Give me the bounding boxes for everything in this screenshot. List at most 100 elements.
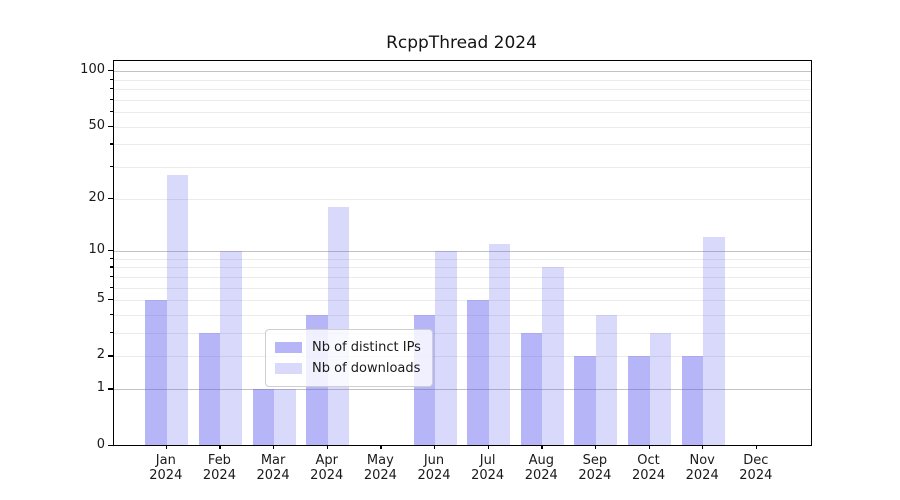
legend-label-downloads: Nb of downloads <box>312 361 421 376</box>
x-tick-year: 2024 <box>685 467 719 483</box>
bar-sep-distinct-ips <box>574 356 596 445</box>
x-tick-year: 2024 <box>149 467 183 483</box>
y-minortick-mark-20 <box>110 197 113 199</box>
y-tick-label-10: 10 <box>88 241 105 257</box>
y-minortick-mark-70 <box>110 98 113 100</box>
legend-item-distinct-ips: Nb of distinct IPs <box>275 337 421 358</box>
gridline-minor-5 <box>114 300 811 302</box>
x-tick-year: 2024 <box>739 467 773 483</box>
bar-oct-distinct-ips <box>628 356 650 445</box>
x-tick-mark-jul <box>487 445 489 449</box>
bar-nov-downloads <box>703 237 725 445</box>
x-tick-year: 2024 <box>202 467 236 483</box>
x-tick-year: 2024 <box>578 467 612 483</box>
x-tick-mark-oct <box>648 445 650 449</box>
gridline-minor-9 <box>114 258 811 260</box>
y-minortick-mark-9 <box>110 257 113 259</box>
x-tick-month: Sep <box>582 453 608 468</box>
legend-label-distinct-ips: Nb of distinct IPs <box>312 340 421 355</box>
legend: Nb of distinct IPs Nb of downloads <box>265 329 433 387</box>
x-tick-year: 2024 <box>417 467 451 483</box>
x-tick-month: Jul <box>479 453 496 468</box>
x-tick-label-aug: Aug 2024 <box>511 453 571 483</box>
legend-swatch-downloads <box>275 363 302 374</box>
gridline-minor-3 <box>114 333 811 335</box>
x-tick-label-sep: Sep 2024 <box>565 453 625 483</box>
y-minortick-mark-8 <box>110 266 113 268</box>
y-tick-mark-0 <box>108 444 113 446</box>
bar-aug-distinct-ips <box>520 333 543 445</box>
x-tick-mark-aug <box>541 445 543 449</box>
gridline-minor-80 <box>114 88 811 90</box>
x-tick-mark-apr <box>326 445 329 449</box>
gridline-minor-90 <box>114 79 811 81</box>
x-tick-label-jun: Jun 2024 <box>404 453 464 483</box>
bar-mar-distinct-ips <box>252 389 275 445</box>
gridline-minor-70 <box>114 99 811 101</box>
x-tick-year: 2024 <box>310 467 344 483</box>
gridline-minor-60 <box>114 112 811 113</box>
gridline-minor-8 <box>114 267 811 269</box>
y-tick-label-2: 2 <box>96 347 105 363</box>
y-tick-mark-1 <box>108 388 113 390</box>
x-tick-month: Aug <box>528 453 554 468</box>
gridline-minor-30 <box>114 166 811 168</box>
gridline-major-1 <box>114 389 811 391</box>
x-tick-month: May <box>366 453 394 468</box>
y-minortick-mark-60 <box>110 111 113 113</box>
x-tick-label-jul: Jul 2024 <box>458 453 518 483</box>
gridline-major-100 <box>114 71 811 73</box>
x-tick-month: Jun <box>423 453 445 468</box>
bar-mar-downloads <box>274 389 296 445</box>
x-tick-year: 2024 <box>256 467 290 483</box>
x-tick-year: 2024 <box>632 467 666 483</box>
x-tick-mark-sep <box>594 445 597 449</box>
x-tick-month: Mar <box>260 453 286 468</box>
gridline-minor-20 <box>114 198 811 200</box>
y-minortick-mark-4 <box>110 313 113 316</box>
y-tick-label-100: 100 <box>80 62 105 78</box>
x-tick-label-dec: Dec 2024 <box>726 453 786 483</box>
y-minortick-mark-5 <box>110 299 113 301</box>
x-tick-mark-feb <box>219 445 221 449</box>
y-minortick-mark-30 <box>110 165 113 168</box>
gridline-minor-6 <box>114 287 811 289</box>
y-minortick-mark-90 <box>110 78 113 80</box>
y-minortick-mark-7 <box>110 275 113 278</box>
bar-sep-downloads <box>595 314 618 445</box>
x-tick-label-may: May 2024 <box>350 453 410 483</box>
x-tick-mark-nov <box>702 445 704 449</box>
x-tick-year: 2024 <box>524 467 558 483</box>
x-tick-month: Feb <box>207 453 231 468</box>
bar-jul-distinct-ips <box>467 300 489 445</box>
bar-nov-distinct-ips <box>681 356 704 445</box>
x-tick-year: 2024 <box>471 467 505 483</box>
y-minortick-mark-2 <box>110 355 113 357</box>
bar-jun-downloads <box>435 250 457 445</box>
x-tick-month: Dec <box>743 453 769 468</box>
y-minortick-mark-6 <box>110 286 113 288</box>
x-tick-mark-jan <box>165 445 168 449</box>
bar-oct-downloads <box>649 333 672 445</box>
y-tick-label-0: 0 <box>96 436 105 452</box>
bar-jan-distinct-ips <box>145 300 167 445</box>
x-tick-label-apr: Apr 2024 <box>297 453 357 483</box>
x-tick-mark-may <box>380 445 382 449</box>
bar-feb-downloads <box>220 250 242 445</box>
y-minortick-mark-40 <box>110 143 113 145</box>
legend-swatch-distinct-ips <box>275 342 302 353</box>
y-tick-mark-10 <box>108 249 113 252</box>
legend-item-downloads: Nb of downloads <box>275 358 421 379</box>
bar-aug-downloads <box>542 267 564 445</box>
gridline-minor-7 <box>114 276 811 278</box>
x-tick-label-mar: Mar 2024 <box>243 453 303 483</box>
x-tick-mark-jun <box>434 445 436 449</box>
y-minortick-mark-80 <box>110 87 113 90</box>
gridline-major-10 <box>114 250 811 252</box>
gridline-minor-40 <box>114 144 811 146</box>
gridline-minor-4 <box>114 314 811 316</box>
y-minortick-mark-3 <box>110 332 113 334</box>
y-tick-label-5: 5 <box>96 291 105 307</box>
bar-apr-downloads <box>327 206 350 445</box>
